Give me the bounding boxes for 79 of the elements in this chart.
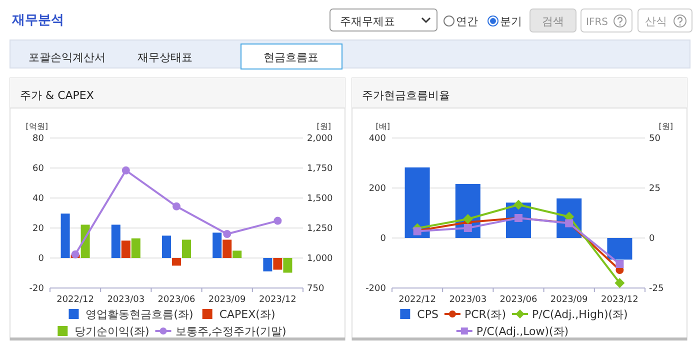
legend-label: 보통주,수정주가(기말) [175, 325, 286, 338]
y-axis-title: [배] [376, 122, 390, 131]
y-tick-label: 20 [32, 224, 44, 234]
x-tick-label: 2023/06 [500, 295, 538, 305]
point [71, 250, 80, 258]
y-tick-label: 60 [32, 164, 44, 174]
y2-tick-label: 750 [307, 284, 324, 294]
point [464, 224, 472, 232]
bar [212, 232, 222, 258]
bar [607, 238, 632, 260]
y-tick-label: -200 [366, 284, 386, 294]
y-tick-label: 200 [368, 184, 386, 194]
text: 현금흐름표 [264, 51, 318, 64]
bar [60, 214, 70, 258]
point [223, 230, 232, 238]
legend-label: P/C(Adj.,High)(좌) [532, 308, 628, 321]
point [172, 202, 180, 210]
y2-tick-label: 2,000 [307, 134, 334, 144]
y2-tick-label: 1,750 [307, 164, 334, 174]
y-tick-label: -20 [29, 284, 44, 294]
bar [222, 240, 232, 258]
text: IFRS [586, 17, 608, 28]
text: 연간 [456, 15, 478, 28]
bar [283, 258, 292, 273]
legend-label: PCR(좌) [464, 308, 506, 321]
point [274, 216, 282, 225]
bar [111, 224, 120, 258]
text: 포괄손익계산서 [28, 51, 106, 64]
y-tick-label: 0 [380, 234, 386, 244]
chart-title: 주가 & CAPEX [20, 89, 94, 102]
legend-label: P/C(Adj.,Low)(좌) [476, 325, 569, 338]
y2-tick-label: 1,000 [307, 254, 334, 264]
y2-tick-label: 50 [649, 134, 661, 144]
text: 주재무제표 [340, 15, 395, 28]
text: 산식 [645, 15, 667, 28]
legend-label: CAPEX(좌) [219, 308, 276, 321]
point [616, 260, 624, 268]
x-tick-label: 2023/12 [601, 295, 638, 305]
x-tick-label: 2022/12 [56, 295, 94, 305]
y2-tick-label: 0 [649, 234, 655, 244]
bar [121, 240, 130, 258]
bar [162, 236, 171, 258]
x-tick-label: 2023/06 [158, 295, 196, 305]
x-tick-label: 2023/03 [107, 295, 145, 305]
x-tick-label: 2023/03 [449, 295, 487, 305]
legend-label: CPS [417, 308, 438, 321]
y-tick-label: 80 [32, 134, 44, 144]
y2-tick-label: 1,500 [307, 194, 334, 204]
point [614, 278, 625, 288]
point [462, 214, 473, 224]
legend-label: 당기순이익(좌) [74, 325, 150, 338]
x-tick-label: 2022/12 [398, 295, 436, 305]
bar [172, 258, 181, 266]
y-tick-label: 0 [38, 254, 44, 264]
y2-tick-label: 1,250 [307, 224, 334, 234]
y2-tick-label: 25 [649, 184, 660, 194]
x-tick-label: 2023/12 [259, 295, 296, 305]
x-tick-label: 2023/09 [550, 295, 588, 305]
text: 분기 [500, 15, 522, 28]
y-axis-title: [억원] [26, 122, 48, 131]
point [122, 166, 130, 174]
bar [404, 167, 430, 238]
legend-label: 영업활동현금흐름(좌) [86, 308, 194, 321]
bar [273, 258, 282, 270]
y-tick-label: 400 [368, 134, 386, 144]
point [514, 200, 524, 210]
y2-tick-label: -25 [649, 284, 664, 294]
text: 재무분석 [11, 13, 64, 28]
x-tick-label: 2023/09 [208, 295, 246, 305]
y-tick-label: 40 [32, 194, 44, 204]
y2-axis-title: [원] [316, 122, 331, 131]
text: 검색 [542, 15, 564, 28]
bar [182, 240, 191, 258]
bar [131, 238, 140, 258]
bar [232, 250, 242, 258]
chart-title: 주가현금흐름비율 [362, 89, 450, 102]
text: 재무상태표 [138, 51, 192, 64]
bar [263, 258, 272, 272]
y2-axis-title: [원] [658, 122, 673, 131]
